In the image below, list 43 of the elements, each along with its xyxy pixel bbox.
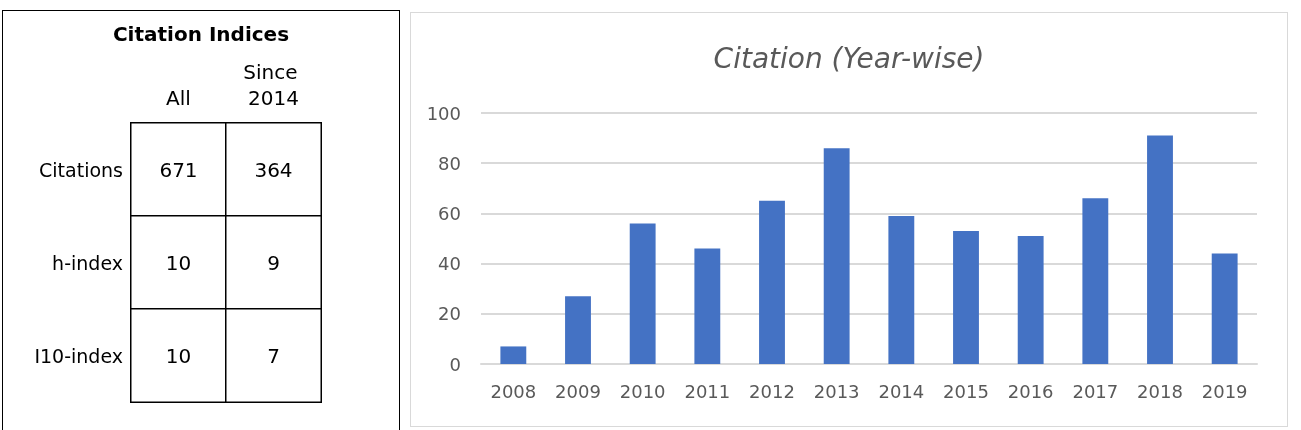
y-tick-label: Citations (39, 158, 123, 181)
x-tick-label: 2017 (1072, 380, 1119, 402)
data-label: 7 (267, 343, 280, 368)
bar (759, 200, 785, 364)
chart-title: Citation Indices (112, 22, 290, 46)
bar (953, 230, 979, 364)
bar (888, 215, 915, 364)
y-tick-label: 60 (438, 202, 461, 224)
x-tick-label: 2010 (619, 380, 666, 402)
bar (1211, 253, 1238, 364)
bar (500, 346, 527, 364)
bar (694, 248, 721, 364)
y-tick-label: 100 (426, 102, 461, 124)
bar (629, 223, 656, 364)
chart-title: Citation (Year-wise) (713, 41, 985, 75)
x-tick-label: 2008 (490, 380, 537, 402)
bar (1147, 135, 1173, 364)
x-tick-label: 2016 (1007, 380, 1054, 402)
bar (565, 296, 591, 364)
x-tick-label: 2019 (1201, 380, 1248, 402)
y-tick-label: 40 (438, 253, 461, 275)
x-tick-label: 2018 (1137, 380, 1183, 402)
y-tick-label: 80 (438, 152, 461, 174)
data-label: 10 (165, 343, 192, 368)
y-tick-label: h-index (52, 251, 123, 274)
x-tick-label: 2009 (555, 380, 601, 402)
y-tick-label: I10-index (34, 344, 123, 367)
y-tick-label: 20 (438, 303, 461, 325)
data-label: 364 (254, 157, 293, 182)
x-tick-label: 2015 (943, 380, 989, 402)
bar (1017, 235, 1044, 364)
x-tick-label: 2012 (749, 380, 795, 402)
x-tick-label: 2013 (813, 380, 860, 402)
y-tick-label: 0 (449, 353, 461, 375)
bar (1082, 198, 1109, 364)
x-tick-label: All (166, 86, 191, 110)
data-label: 10 (165, 250, 192, 275)
x-tick-label: Since 2014 (243, 60, 304, 110)
data-label: 9 (267, 250, 280, 275)
bar (823, 148, 850, 364)
x-tick-label: 2014 (878, 380, 925, 402)
data-label: 671 (159, 157, 198, 182)
x-tick-label: 2011 (684, 380, 731, 402)
